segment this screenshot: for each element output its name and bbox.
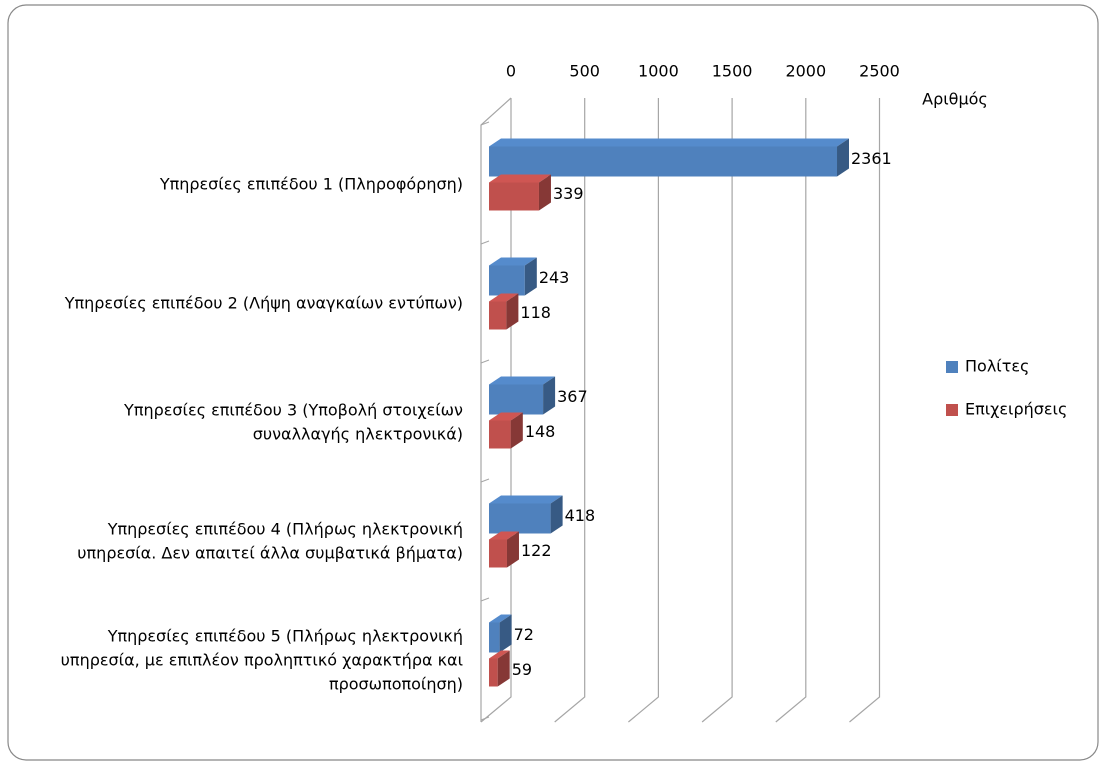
bar-top	[489, 412, 523, 421]
bar-side	[506, 531, 519, 568]
data-label: 367	[557, 387, 588, 406]
bar-top	[489, 257, 537, 266]
bar	[489, 138, 850, 177]
y-tick-label: Υπηρεσίες επιπέδου 2 (Λήψη αναγκαίων εντ…	[64, 293, 463, 312]
bar-side	[543, 376, 556, 415]
bar	[489, 293, 519, 330]
y-tick	[480, 716, 490, 721]
bar-top	[489, 531, 519, 540]
y-tick-label: Υπηρεσίες επιπέδου 3 (Υποβολή στοιχείων σ…	[123, 400, 463, 443]
bar	[489, 174, 551, 211]
bar-side	[550, 495, 563, 534]
bar-front	[489, 146, 838, 177]
x-tick-label: 1500	[712, 62, 753, 81]
data-label: 2361	[851, 149, 892, 168]
bar-top	[489, 376, 556, 385]
grid-line	[554, 98, 586, 723]
data-label: 243	[539, 268, 570, 287]
data-label: 118	[520, 303, 551, 322]
grid-line	[701, 98, 733, 723]
bar-front	[489, 420, 511, 449]
bar-top	[489, 495, 563, 504]
bar-front	[489, 301, 507, 330]
bar-front	[489, 265, 525, 296]
axis-title: Αριθμός	[922, 90, 988, 109]
y-tick-label: Υπηρεσίες επιπέδου 4 (Πλήρως ηλεκτρονική…	[77, 519, 463, 562]
bar	[489, 376, 556, 415]
bar-side	[497, 650, 510, 687]
bar-front	[489, 622, 500, 653]
legend-swatch	[946, 404, 958, 416]
bar-side	[506, 293, 519, 330]
bar	[489, 257, 537, 296]
bar-front	[489, 182, 539, 211]
bar-top	[489, 174, 551, 183]
bar	[489, 650, 510, 687]
grid-line	[628, 98, 659, 723]
grid-line	[775, 98, 807, 723]
y-tick	[480, 359, 490, 364]
x-tick-label: 500	[569, 62, 600, 81]
y-tick	[480, 478, 490, 483]
x-tick-label: 0	[506, 62, 516, 81]
data-label: 339	[553, 184, 584, 203]
bar-front	[489, 658, 498, 687]
bar-top	[489, 138, 850, 147]
bar-side	[524, 257, 537, 296]
y-tick	[480, 121, 490, 126]
data-label: 72	[514, 625, 534, 644]
y-tick	[480, 240, 490, 245]
x-tick-label: 1000	[638, 62, 679, 81]
bar-side	[510, 412, 523, 449]
bar-side	[499, 614, 512, 653]
x-tick-label: 2500	[859, 62, 900, 81]
y-tick	[480, 597, 490, 602]
bar	[489, 614, 512, 653]
legend-swatch	[946, 361, 958, 373]
y-tick-label: Υπηρεσίες επιπέδου 5 (Πλήρως ηλεκτρονική…	[61, 626, 463, 693]
bar-front	[489, 503, 551, 534]
bar-top	[489, 650, 510, 659]
bar-front	[489, 384, 544, 415]
bar-front	[489, 539, 507, 568]
data-label: 148	[525, 422, 556, 441]
legend-label: Επιχειρήσεις	[965, 400, 1067, 419]
data-label: 59	[512, 660, 532, 679]
bar-top	[489, 614, 512, 623]
data-label: 122	[521, 541, 552, 560]
bar-side	[837, 138, 850, 177]
grid-line	[849, 98, 881, 723]
data-label: 418	[565, 506, 596, 525]
bar-top	[489, 293, 519, 302]
x-tick-label: 2000	[785, 62, 826, 81]
bar	[489, 531, 519, 568]
y-tick-label: Υπηρεσίες επιπέδου 1 (Πληροφόρηση)	[159, 174, 463, 193]
bar	[489, 412, 523, 449]
bar	[489, 495, 563, 534]
bar-side	[538, 174, 551, 211]
legend-label: Πολίτες	[965, 357, 1029, 376]
